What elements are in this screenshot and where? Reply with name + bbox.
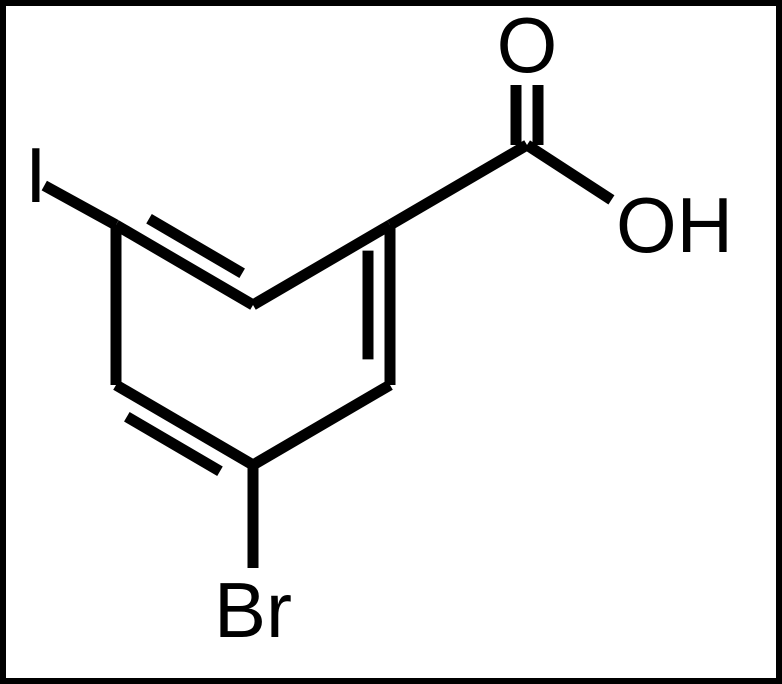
atom-label-I: I (25, 131, 47, 219)
molecule-canvas: O OH I Br (0, 0, 782, 684)
atom-label-Br: Br (214, 566, 292, 654)
atom-label-Oh: OH (616, 181, 733, 269)
atom-label-Od: O (497, 1, 558, 89)
